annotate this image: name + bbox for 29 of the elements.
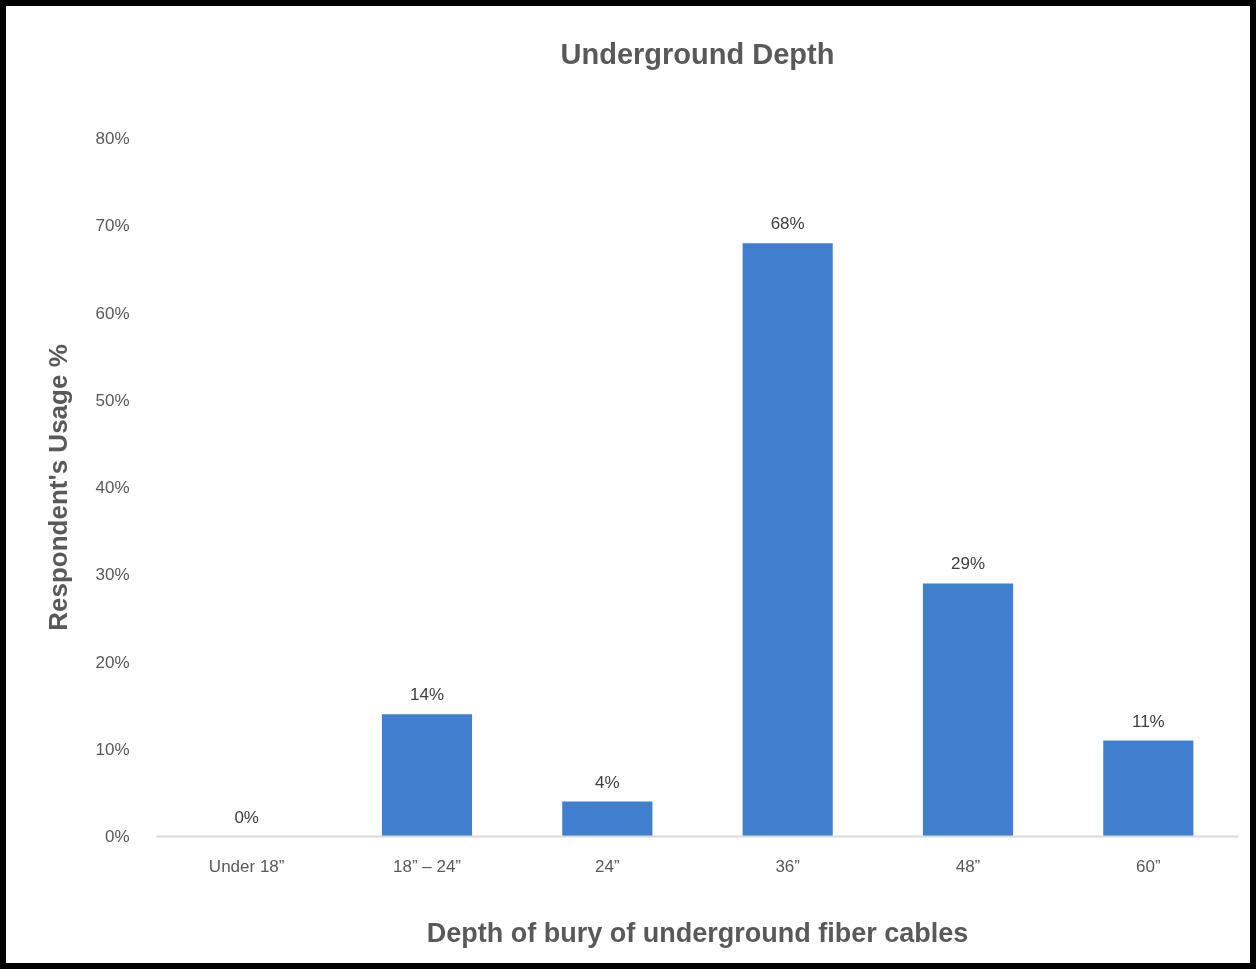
x-axis-title: Depth of bury of underground fiber cables xyxy=(426,917,969,948)
data-label: 68% xyxy=(770,214,805,234)
x-tick-label: 60” xyxy=(1136,856,1161,876)
chart-title: Underground Depth xyxy=(560,37,835,70)
y-tick-label: 80% xyxy=(95,129,130,148)
y-tick-label: 20% xyxy=(95,652,130,672)
data-label: 4% xyxy=(595,772,620,792)
y-tick-label: 60% xyxy=(95,303,130,323)
bar xyxy=(562,801,653,837)
y-tick-label: 50% xyxy=(95,390,130,410)
y-tick-label: 0% xyxy=(104,827,130,846)
data-label: 0% xyxy=(234,807,259,827)
x-tick-label: 18” – 24” xyxy=(392,856,462,876)
bar xyxy=(1103,740,1194,837)
data-label: 14% xyxy=(409,685,445,705)
y-tick-label: 30% xyxy=(95,565,130,585)
data-label: 29% xyxy=(950,554,986,574)
bar xyxy=(922,583,1014,837)
y-tick-label: 70% xyxy=(95,216,130,236)
y-axis-title: Respondent's Usage % xyxy=(43,344,74,631)
bar xyxy=(742,243,833,837)
x-tick-label: 36” xyxy=(775,856,801,876)
x-tick-label: 48” xyxy=(955,856,981,876)
data-label: 11% xyxy=(1131,711,1165,731)
x-tick-label: 24” xyxy=(595,856,620,876)
y-tick-label: 10% xyxy=(95,739,130,759)
bar xyxy=(381,714,473,837)
y-tick-label: 40% xyxy=(95,478,130,497)
x-tick-label: Under 18” xyxy=(208,856,285,876)
